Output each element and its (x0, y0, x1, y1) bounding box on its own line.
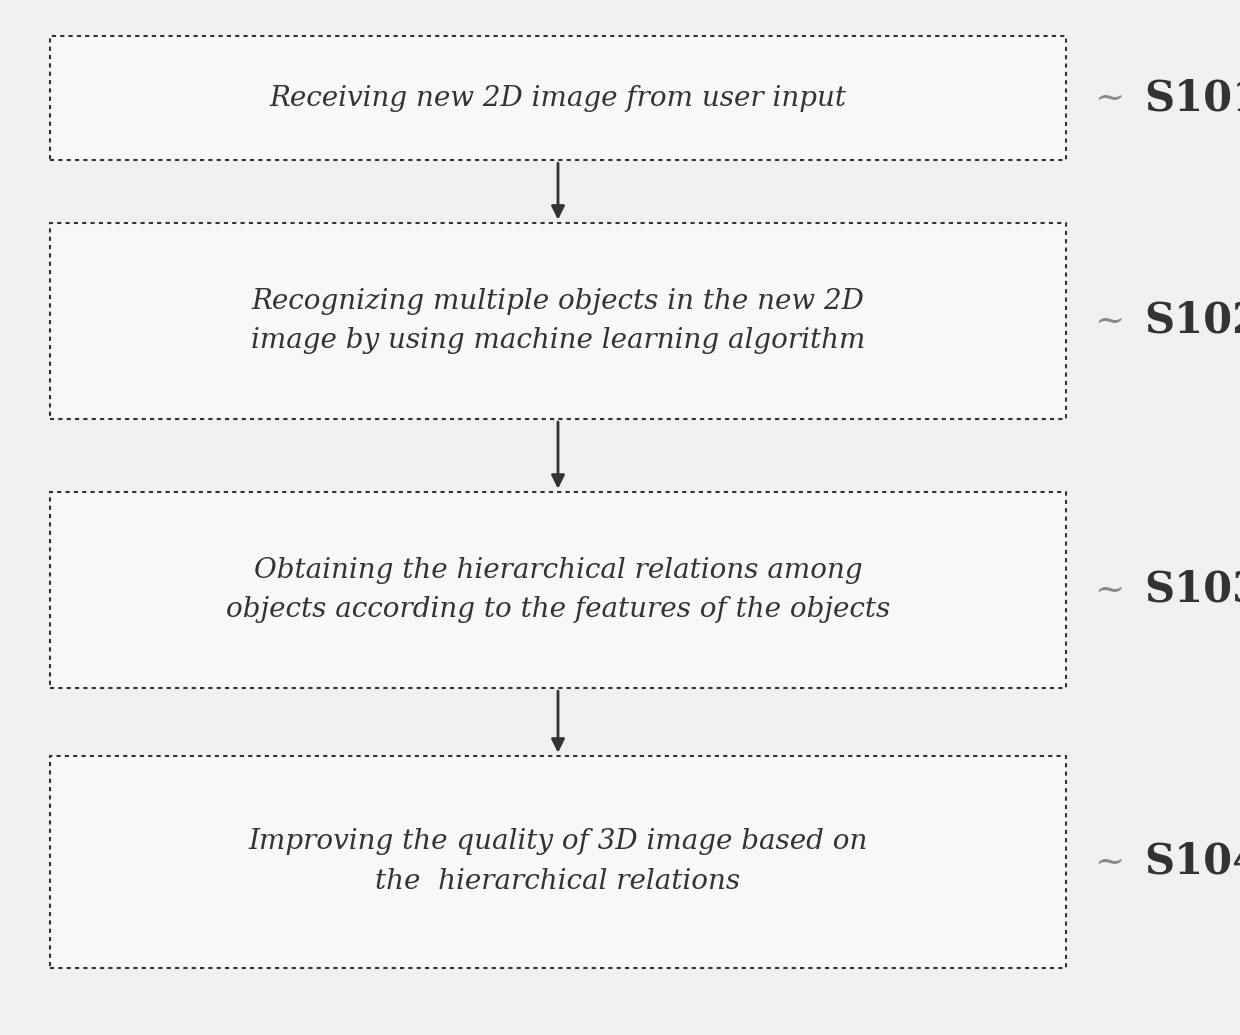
Text: S101: S101 (1145, 78, 1240, 119)
Bar (50, 492, 1066, 688)
Bar (50, 36, 1066, 160)
Bar (50, 756, 1066, 968)
Text: Improving the quality of 3D image based on
the  hierarchical relations: Improving the quality of 3D image based … (248, 828, 868, 895)
Text: S104: S104 (1145, 840, 1240, 883)
Text: ~: ~ (1095, 304, 1125, 337)
Text: S102: S102 (1145, 300, 1240, 342)
Text: ~: ~ (1095, 573, 1125, 607)
Text: Obtaining the hierarchical relations among
objects according to the features of : Obtaining the hierarchical relations amo… (226, 557, 890, 623)
Text: Recognizing multiple objects in the new 2D
image by using machine learning algor: Recognizing multiple objects in the new … (250, 288, 866, 354)
Text: ~: ~ (1095, 82, 1125, 115)
Text: S103: S103 (1145, 569, 1240, 611)
Text: ~: ~ (1095, 845, 1125, 879)
Bar (50, 223, 1066, 419)
Text: Receiving new 2D image from user input: Receiving new 2D image from user input (269, 85, 847, 112)
